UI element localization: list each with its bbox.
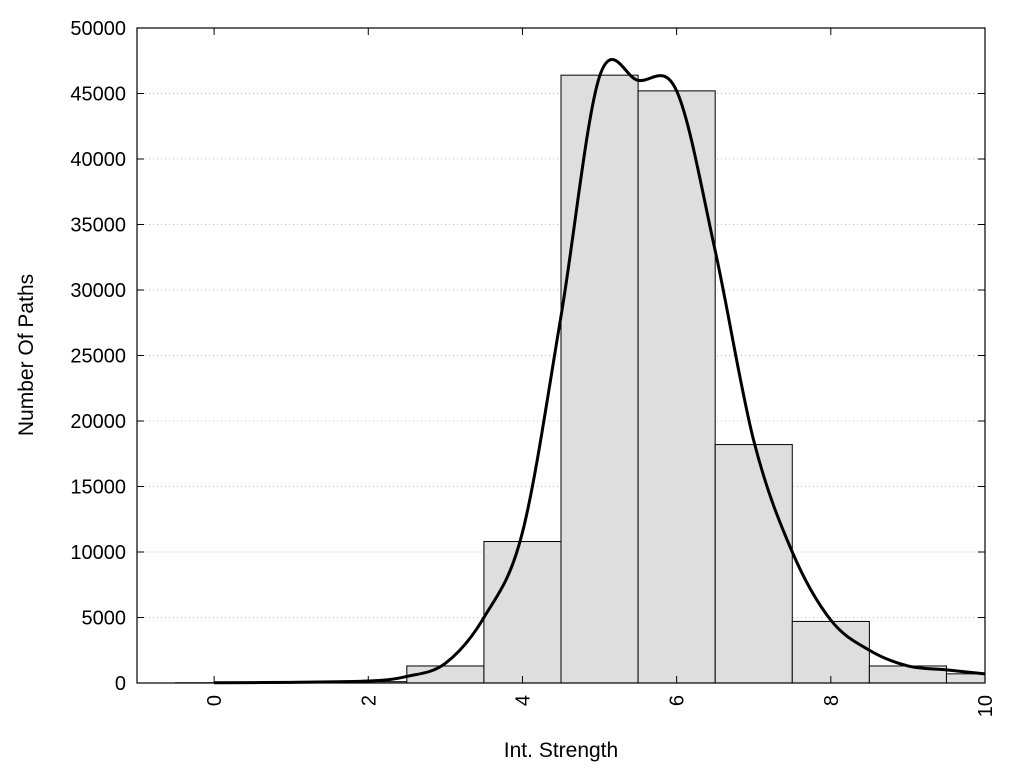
y-tick-label-8: 40000: [70, 149, 126, 171]
x-tick-label-4: 8: [821, 695, 843, 706]
y-tick-label-7: 35000: [70, 215, 126, 237]
y-tick-label-10: 50000: [70, 18, 126, 40]
density-curve-line: [214, 58, 986, 685]
y-tick-label-2: 10000: [70, 542, 126, 564]
bar-7: [714, 444, 793, 684]
density-curve: [214, 58, 986, 685]
bar-8: [791, 620, 870, 684]
y-tick-label-6: 30000: [70, 280, 126, 302]
x-tick-label-1: 2: [358, 695, 380, 706]
x-tick-label-2: 4: [512, 695, 534, 706]
x-tick-label-5: 10: [975, 695, 997, 717]
x-axis-label: Int. Strength: [504, 739, 618, 762]
x-axis-ticks: 0 2 4 6 8 10: [204, 28, 997, 717]
y-tick-label-3: 15000: [70, 477, 126, 499]
bar-10: [945, 673, 986, 684]
x-tick-label-3: 6: [667, 695, 689, 706]
y-tick-label-1: 5000: [82, 608, 127, 630]
y-tick-label-0: 0: [115, 673, 126, 695]
y-tick-label-5: 25000: [70, 346, 126, 368]
y-axis-label: Number Of Paths: [15, 274, 38, 436]
y-tick-label-4: 20000: [70, 411, 126, 433]
y-axis-ticks: 0 5000 10000 15000 20000 25000 30000 35000 40000…: [70, 18, 985, 695]
x-tick-label-0: 0: [204, 695, 226, 706]
y-tick-label-9: 45000: [70, 84, 126, 106]
bar-6: [637, 90, 716, 684]
histogram-bars: [175, 74, 986, 684]
bar-5: [560, 74, 639, 684]
bar-4: [483, 541, 562, 684]
